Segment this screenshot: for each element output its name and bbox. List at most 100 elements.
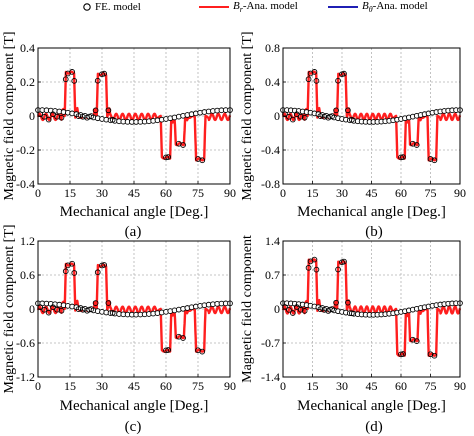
x-tick-label: 0 (280, 379, 286, 393)
fe-marker-br (333, 107, 339, 114)
fe-marker-br (101, 70, 107, 77)
fe-marker-br (109, 116, 116, 123)
panel-caption: (a) (125, 224, 142, 240)
fe-marker-br (413, 338, 420, 344)
fe-marker-br (75, 306, 82, 312)
fe-marker-br (92, 107, 99, 114)
x-axis-label: Mechanical angle [Deg.] (60, 204, 209, 220)
x-tick-label: 90 (454, 186, 466, 200)
y-tick-label: 0.4 (265, 75, 280, 89)
x-tick-label: 90 (224, 186, 236, 200)
fe-marker-br (305, 264, 312, 271)
x-tick-label: 60 (395, 186, 407, 200)
fe-marker-br (71, 270, 78, 276)
fe-marker-br (398, 154, 404, 161)
y-tick-label: 0 (29, 109, 35, 123)
chart-panel-1: 0 15 30 45 60 75 90 -0.4 -0.2 0 0.2 0.4 Mechanical a… (2, 31, 236, 240)
fe-marker-br (165, 154, 171, 160)
fe-marker-br (180, 142, 186, 148)
fe-marker-br (75, 113, 82, 119)
y-tick-label: 0.8 (265, 41, 280, 55)
x-tick-label: 60 (160, 379, 172, 393)
fe-marker-br (105, 300, 112, 306)
fe-marker-br (427, 156, 434, 162)
y-tick-label: -0.6 (16, 336, 35, 350)
fe-marker-br (165, 347, 171, 353)
x-tick-label: 60 (395, 379, 407, 393)
fe-marker-br (305, 76, 312, 83)
fe-marker-br (335, 266, 341, 273)
fe-marker-br (297, 113, 304, 120)
fe-marker-br (289, 116, 296, 123)
chart-panel-4: 0 15 30 45 60 75 90 -1.4 -0.7 0 0.7 1.4 Mechanical a… (240, 234, 466, 435)
fe-marker-br (62, 76, 69, 83)
fe-marker-br (163, 347, 169, 354)
fe-marker-br (313, 266, 320, 273)
fe-marker-br (180, 335, 186, 341)
x-tick-label: 0 (35, 186, 41, 200)
fe-marker-br (311, 69, 318, 75)
x-tick-label: 45 (128, 186, 140, 200)
fe-marker-br (58, 307, 65, 314)
x-tick-label: 0 (280, 186, 286, 200)
y-tick-label: 0.2 (20, 75, 35, 89)
x-tick-label: 45 (366, 186, 378, 200)
fe-marker-br (431, 352, 438, 359)
x-tick-label: 75 (192, 379, 204, 393)
x-tick-label: 90 (224, 379, 236, 393)
fe-marker-br (348, 310, 355, 317)
fe-marker-br (88, 306, 95, 312)
fe-marker-br (41, 306, 48, 313)
fe-marker-br (329, 113, 336, 119)
x-tick-label: 45 (128, 379, 140, 393)
fe-marker-br (286, 113, 292, 120)
x-tick-label: 90 (454, 379, 466, 393)
circle-marker-icon (83, 3, 91, 11)
fe-marker-br (345, 299, 351, 306)
fe-marker-br (101, 262, 107, 268)
x-tick-label: 75 (425, 379, 437, 393)
legend: FE. model Br-Ana. model Bθ-Ana. model (0, 0, 474, 14)
fe-marker-br (69, 69, 75, 75)
y-tick-label: 0 (274, 302, 280, 316)
fe-marker-br (293, 304, 300, 310)
fe-marker-br (105, 107, 112, 114)
x-tick-label: 15 (64, 186, 76, 200)
x-tick-label: 60 (160, 186, 172, 200)
fe-marker-br (45, 116, 52, 123)
x-tick-label: 0 (35, 379, 41, 393)
x-tick-label: 75 (192, 186, 204, 200)
y-axis-label: Magnetic field component [T] (2, 31, 17, 200)
fe-marker-br (400, 154, 406, 160)
fe-marker-br (50, 304, 56, 311)
y-tick-label: -1.2 (16, 370, 35, 384)
fe-marker-br (409, 140, 416, 147)
y-tick-label: 1.4 (265, 234, 280, 248)
fe-marker-br (286, 307, 292, 313)
y-tick-label: -0.2 (16, 143, 35, 157)
x-tick-label: 75 (425, 186, 437, 200)
fe-marker-br (50, 111, 56, 118)
y-tick-label: 0.6 (20, 268, 35, 282)
x-tick-label: 30 (336, 186, 348, 200)
fe-marker-br (45, 309, 52, 316)
panel-caption: (d) (365, 419, 383, 435)
fe-marker-br (199, 348, 206, 355)
y-axis-label: Magnetic field component [T] (2, 224, 17, 393)
x-tick-label: 30 (96, 379, 108, 393)
fe-marker-br (41, 113, 48, 120)
blue-line-icon (328, 6, 358, 8)
fe-marker-br (62, 268, 69, 275)
fe-marker-br (297, 306, 304, 313)
fe-marker-br (163, 154, 169, 161)
fe-marker-br (333, 299, 339, 306)
y-tick-label: -0.4 (261, 143, 280, 157)
red-line-icon (199, 6, 229, 8)
y-tick-label: 1.2 (20, 234, 35, 248)
x-tick-label: 45 (366, 379, 378, 393)
legend-item-br: Br-Ana. model (198, 0, 298, 14)
fe-marker-br (58, 114, 65, 121)
fe-marker-br (398, 351, 404, 358)
fe-marker-br (109, 310, 116, 316)
